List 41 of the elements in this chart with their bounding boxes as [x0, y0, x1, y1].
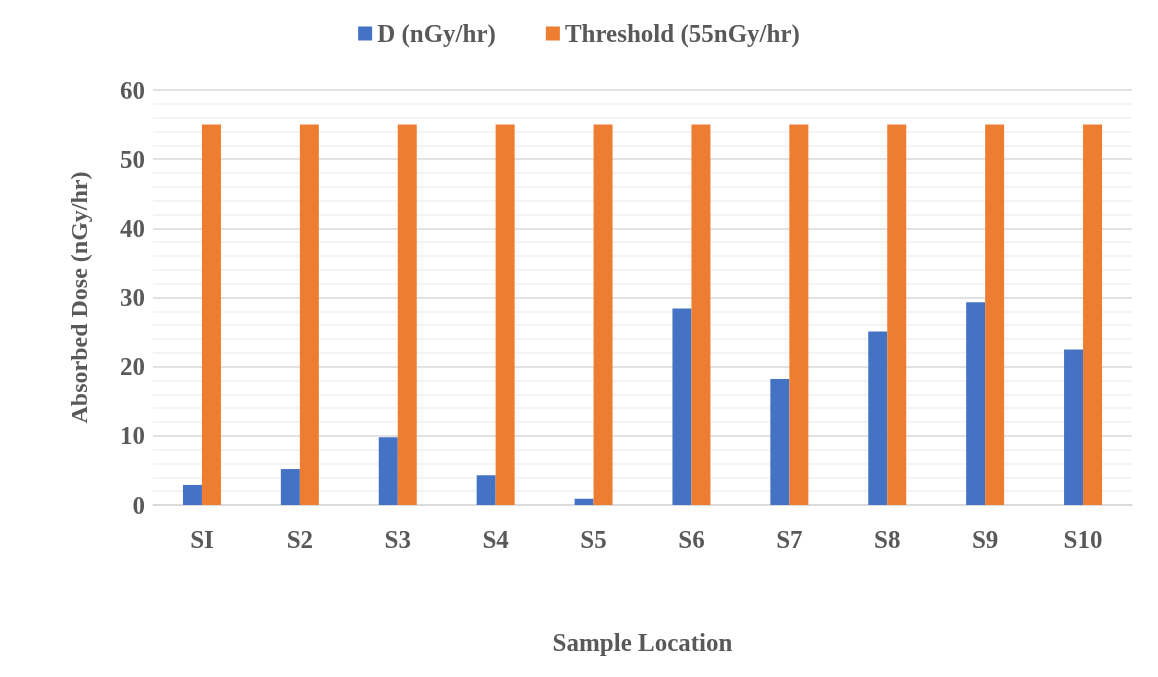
bar [476, 475, 496, 505]
x-tick-label: S10 [1063, 526, 1103, 553]
bar [868, 331, 888, 505]
x-tick-label: S2 [286, 526, 314, 553]
y-tick-label: 20 [120, 353, 145, 381]
bar [985, 124, 1005, 505]
bar [1064, 349, 1084, 505]
bar [887, 124, 907, 505]
y-tick-label: 0 [132, 491, 145, 519]
bar [397, 124, 417, 505]
bar [789, 124, 809, 505]
bar [1083, 124, 1103, 505]
bar [201, 124, 221, 505]
bar [299, 124, 319, 505]
bar [182, 484, 202, 505]
bar [770, 379, 790, 505]
x-tick-label: S7 [776, 526, 803, 553]
bar [691, 124, 711, 505]
bar [966, 302, 986, 505]
y-tick-label: 10 [120, 422, 145, 450]
bar [495, 124, 515, 505]
bar [672, 308, 692, 505]
bar [574, 498, 594, 505]
y-tick-label: 30 [120, 284, 145, 311]
y-axis-title: Absorbed Dose (nGy/hr) [66, 171, 92, 424]
x-tick-label: S8 [874, 526, 901, 553]
bar [378, 437, 398, 505]
x-tick-label: S6 [678, 526, 705, 553]
x-tick-label: SI [190, 526, 214, 553]
legend-label: Threshold (55nGy/hr) [564, 20, 800, 48]
legend-label: D (nGy/hr) [377, 20, 496, 48]
bar [280, 469, 300, 505]
y-tick-label: 40 [120, 214, 145, 242]
x-tick-label: S5 [580, 526, 607, 553]
y-tick-label: 50 [120, 145, 145, 173]
y-tick-label: 60 [120, 76, 145, 104]
bar [593, 124, 613, 505]
x-tick-label: S9 [971, 526, 999, 553]
x-tick-label: S3 [384, 526, 411, 553]
x-tick-label: S4 [482, 526, 510, 553]
x-axis-title: Sample Location [552, 629, 733, 656]
